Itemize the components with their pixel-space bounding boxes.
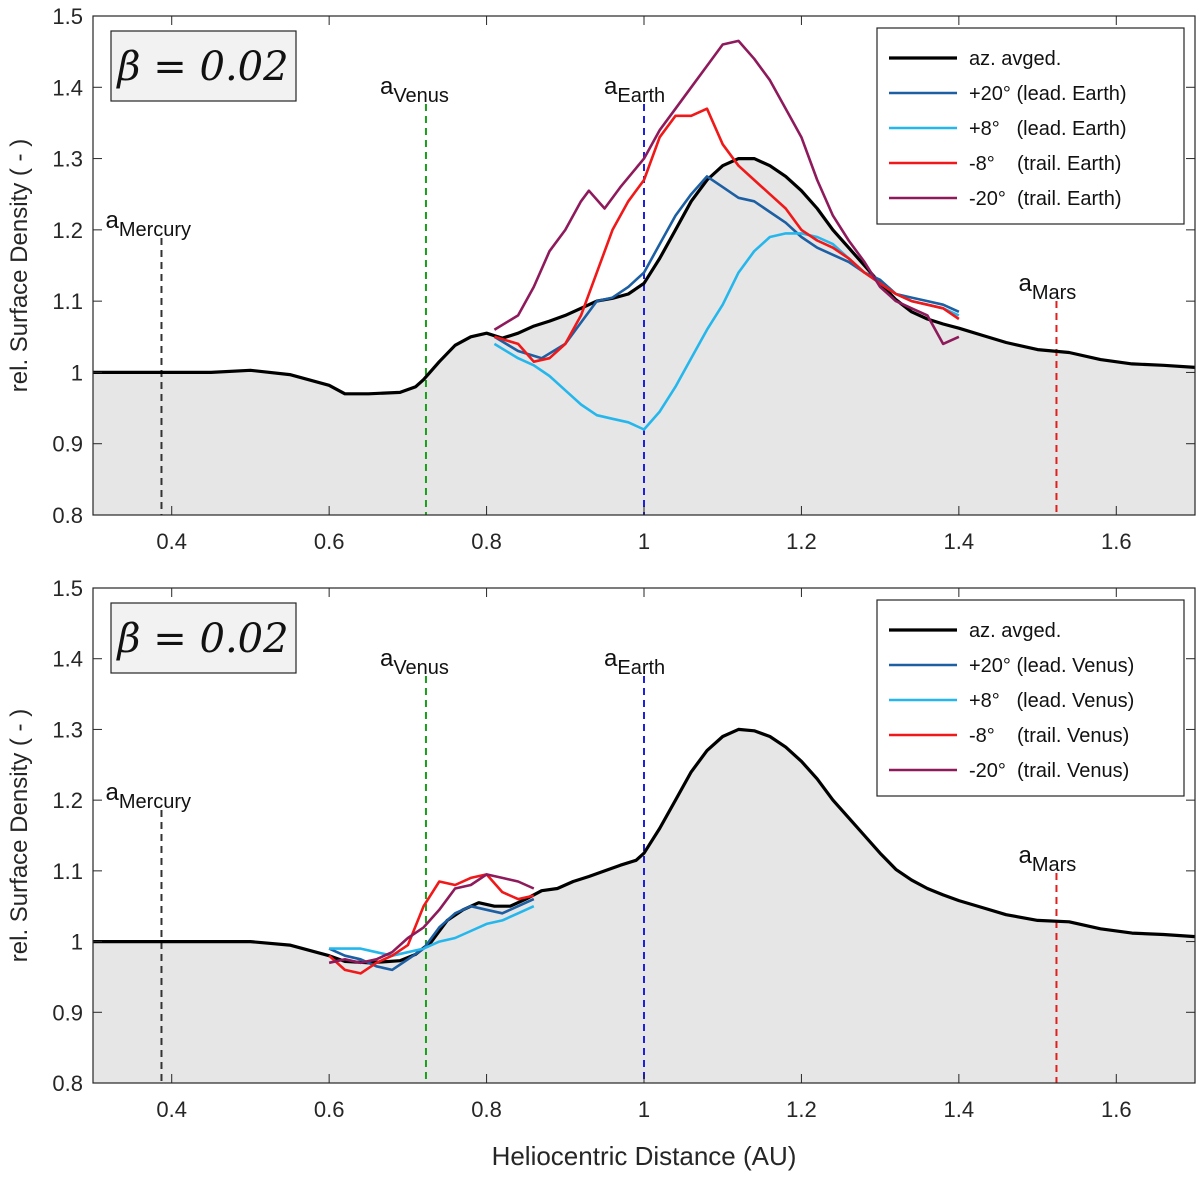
x-tick-label: 1.4	[944, 529, 975, 554]
planet-label-sub: Mercury	[119, 219, 191, 241]
x-tick-label: 1	[638, 529, 650, 554]
series-line-3	[494, 107, 960, 363]
legend-label: -8° (trail. Venus)	[969, 725, 1129, 747]
y-axis-label: rel. Surface Density ( - )	[6, 139, 33, 392]
planet-label-a: a	[380, 645, 394, 672]
planet-label-a: a	[380, 73, 394, 100]
series-line-0	[93, 727, 1196, 965]
legend-label: +8° (lead. Earth)	[969, 118, 1127, 140]
planet-label-a: a	[105, 779, 119, 806]
y-tick-label: 1.4	[52, 75, 83, 100]
series-line-4	[493, 39, 960, 346]
series-line-0	[93, 157, 1196, 396]
planet-label-a: a	[1018, 842, 1032, 869]
beta-box	[110, 30, 297, 102]
planet-label-sub: Venus	[393, 657, 449, 679]
series-line-2	[329, 905, 535, 957]
planet-label-sub: Venus	[393, 85, 449, 107]
beta-label: β = 0.02	[115, 616, 288, 662]
planet-label-earth: aEarth	[604, 645, 665, 679]
y-tick-label: 0.8	[52, 1071, 83, 1096]
x-tick-label: 0.8	[471, 529, 502, 554]
y-tick-label: 0.9	[52, 432, 83, 457]
planet-label-sub: Earth	[617, 657, 665, 679]
x-tick-label: 0.8	[471, 1097, 502, 1122]
x-tick-label: 1	[638, 1097, 650, 1122]
legend-label: az. avged.	[969, 620, 1061, 642]
x-tick-label: 1.2	[786, 529, 817, 554]
y-tick-label: 0.9	[52, 1000, 83, 1025]
y-tick-label: 1.1	[52, 859, 83, 884]
legend-box	[876, 599, 1185, 797]
y-tick-label: 1.5	[52, 576, 83, 601]
planet-label-sub: Mars	[1032, 282, 1076, 304]
beta-box	[110, 602, 297, 674]
planet-label-a: a	[604, 645, 618, 672]
y-tick-label: 1.2	[52, 788, 83, 813]
legend-label: -8° (trail. Earth)	[969, 153, 1121, 175]
y-tick-label: 1.2	[52, 218, 83, 243]
legend-label: +20° (lead. Venus)	[969, 655, 1134, 677]
legend-label: +20° (lead. Earth)	[969, 83, 1127, 105]
y-tick-label: 1	[71, 930, 83, 955]
legend-label: +8° (lead. Venus)	[969, 690, 1134, 712]
planet-label-sub: Mercury	[119, 791, 191, 813]
beta-label: β = 0.02	[115, 44, 288, 90]
x-tick-label: 0.4	[156, 1097, 187, 1122]
planet-label-mercury: aMercury	[105, 207, 191, 241]
legend: az. avged. +20° (lead. Earth) +8° (lead. E…	[876, 27, 1185, 225]
x-tick-label: 0.6	[314, 1097, 345, 1122]
y-tick-label: 1	[71, 360, 83, 385]
planet-label-a: a	[604, 73, 618, 100]
series-line-3	[328, 873, 535, 975]
series-line-1	[493, 175, 960, 360]
planet-label-mercury: aMercury	[105, 779, 191, 813]
x-tick-label: 0.6	[314, 529, 345, 554]
y-tick-label: 1.3	[52, 717, 83, 742]
y-tick-label: 0.8	[52, 503, 83, 528]
planet-label-earth: aEarth	[604, 73, 665, 107]
y-tick-label: 1.4	[52, 647, 83, 672]
planet-label-a: a	[1018, 270, 1032, 297]
legend: az. avged. +20° (lead. Venus) +8° (lead. V…	[876, 599, 1185, 797]
planet-label-venus: aVenus	[380, 73, 449, 107]
series-line-4	[328, 873, 535, 965]
planet-label-mars: aMars	[1018, 270, 1076, 304]
planet-label-a: a	[105, 207, 119, 234]
x-tick-label: 1.4	[944, 1097, 975, 1122]
y-tick-label: 1.3	[52, 147, 83, 172]
legend-label: -20° (trail. Earth)	[969, 188, 1121, 210]
x-tick-label: 1.6	[1101, 1097, 1132, 1122]
y-tick-label: 1.1	[52, 289, 83, 314]
legend-label: az. avged.	[969, 48, 1061, 70]
series-line-1	[328, 897, 535, 972]
x-tick-label: 1.6	[1101, 529, 1132, 554]
x-tick-label: 0.4	[156, 529, 187, 554]
planet-label-sub: Mars	[1032, 854, 1076, 876]
x-tick-label: 1.2	[786, 1097, 817, 1122]
planet-label-sub: Earth	[617, 85, 665, 107]
y-tick-label: 1.5	[52, 4, 83, 29]
y-axis-label: rel. Surface Density ( - )	[6, 709, 33, 962]
x-axis-label: Heliocentric Distance (AU)	[492, 1141, 797, 1171]
planet-label-mars: aMars	[1018, 842, 1076, 876]
legend-box	[876, 27, 1185, 225]
legend-label: -20° (trail. Venus)	[969, 760, 1129, 782]
planet-label-venus: aVenus	[380, 645, 449, 679]
